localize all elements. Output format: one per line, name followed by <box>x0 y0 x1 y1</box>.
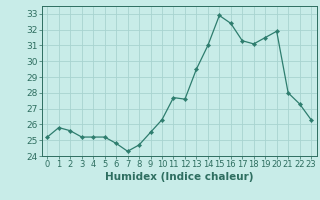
X-axis label: Humidex (Indice chaleur): Humidex (Indice chaleur) <box>105 172 253 182</box>
